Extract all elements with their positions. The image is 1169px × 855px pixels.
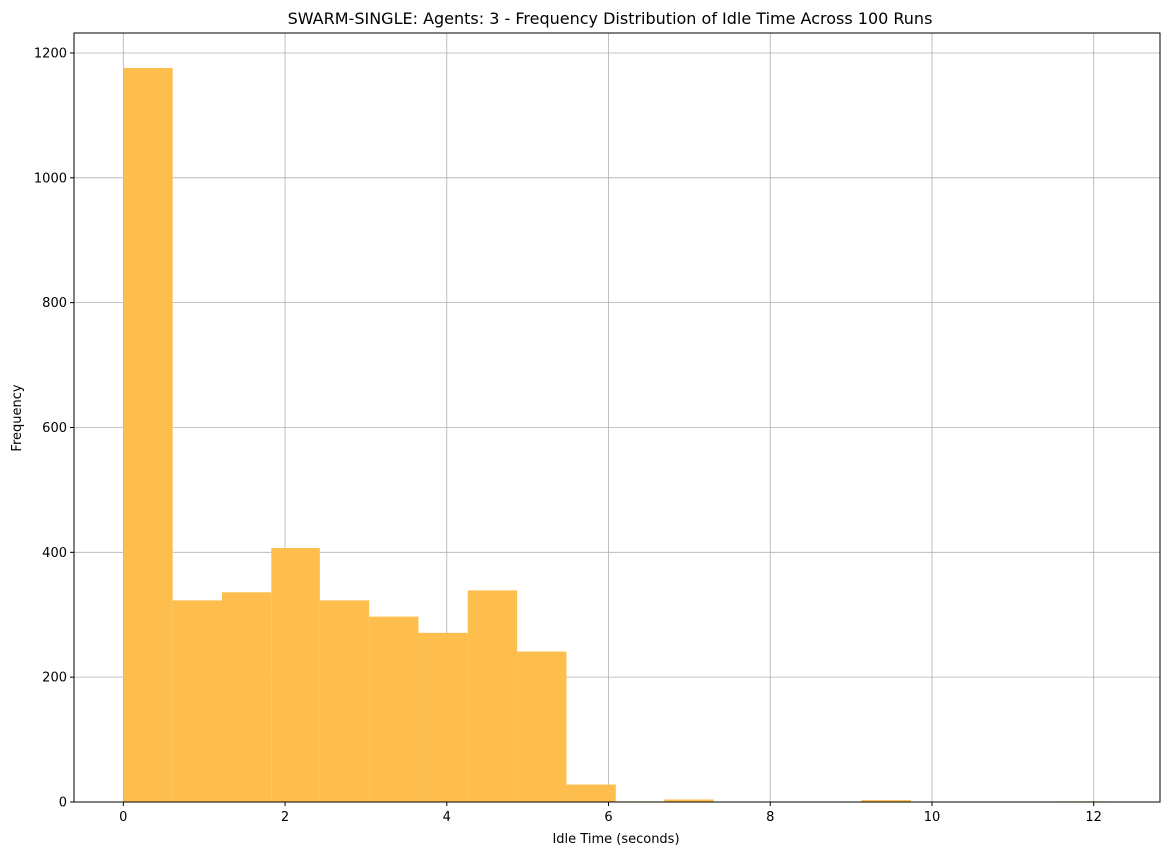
histogram-bar bbox=[517, 651, 567, 802]
x-tick-label: 8 bbox=[766, 810, 774, 825]
histogram-bar bbox=[664, 799, 714, 802]
histogram-bar bbox=[369, 616, 419, 802]
y-tick-label: 600 bbox=[42, 421, 67, 436]
x-tick-label: 2 bbox=[281, 810, 289, 825]
y-axis-ticks: 0 200 400 600 800 1000 1200 bbox=[34, 46, 74, 811]
y-axis-label: Frequency bbox=[10, 384, 25, 451]
histogram-bars bbox=[123, 67, 1108, 803]
chart-title: SWARM-SINGLE: Agents: 3 - Frequency Dist… bbox=[288, 9, 933, 28]
x-axis-ticks: 0 2 4 6 8 10 12 bbox=[119, 802, 1102, 825]
histogram-bar bbox=[123, 67, 173, 803]
histogram-bar bbox=[467, 590, 518, 802]
histogram-bar bbox=[861, 800, 911, 802]
x-tick-label: 10 bbox=[924, 810, 941, 825]
gridlines bbox=[74, 33, 1160, 803]
y-tick-label: 0 bbox=[59, 796, 67, 811]
histogram-bar bbox=[271, 547, 320, 802]
x-tick-label: 6 bbox=[604, 810, 612, 825]
y-tick-label: 200 bbox=[42, 671, 67, 686]
plot-frame bbox=[73, 32, 1161, 803]
y-tick-label: 800 bbox=[42, 296, 67, 311]
y-tick-label: 400 bbox=[42, 546, 67, 561]
histogram-bar bbox=[418, 632, 468, 802]
histogram-bar bbox=[319, 600, 370, 802]
y-tick-label: 1000 bbox=[34, 171, 67, 186]
x-tick-label: 12 bbox=[1085, 810, 1102, 825]
histogram-bar bbox=[172, 600, 222, 802]
x-axis-label: Idle Time (seconds) bbox=[552, 832, 679, 847]
histogram-bar bbox=[566, 784, 616, 802]
x-tick-label: 4 bbox=[443, 810, 451, 825]
y-tick-label: 1200 bbox=[34, 46, 67, 61]
histogram-bar bbox=[221, 592, 272, 802]
x-tick-label: 0 bbox=[119, 810, 127, 825]
